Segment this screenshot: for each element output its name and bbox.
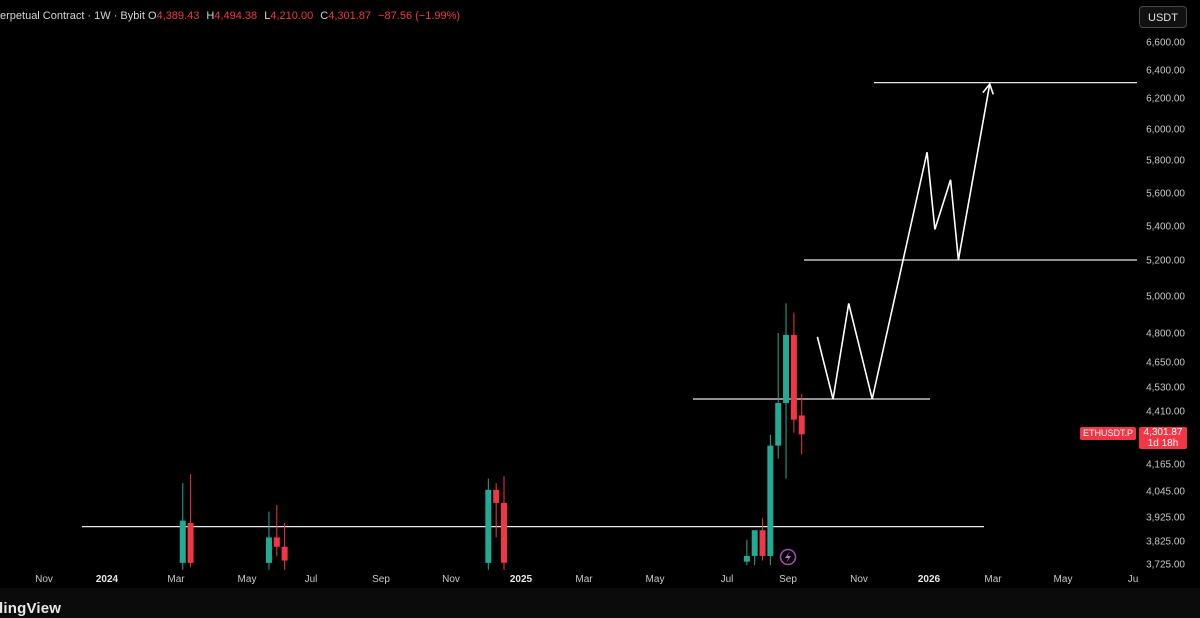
last-price-badge: 4,301.87 1d 18h xyxy=(1139,427,1187,449)
y-axis-label: 5,600.00 xyxy=(1146,189,1185,200)
candle[interactable] xyxy=(751,530,758,566)
open-label: O xyxy=(147,10,157,22)
x-axis-label: Mar xyxy=(167,574,185,585)
candle[interactable] xyxy=(775,333,782,459)
candle[interactable] xyxy=(265,511,272,570)
x-axis-label: Nov xyxy=(442,574,460,585)
y-axis-label: 4,650.00 xyxy=(1146,358,1185,369)
x-axis-label: 2026 xyxy=(918,574,941,585)
y-axis-label: 5,000.00 xyxy=(1146,292,1185,303)
candle[interactable] xyxy=(790,312,797,433)
x-axis-label: Nov xyxy=(35,574,53,585)
low-value: 4,210.00 xyxy=(270,10,314,22)
arrow-head-icon xyxy=(982,82,994,95)
y-axis-label: 4,045.00 xyxy=(1146,487,1185,498)
x-axis-label: Mar xyxy=(984,574,1002,585)
x-axis-label: Jul xyxy=(305,574,318,585)
x-axis-label: Ju xyxy=(1128,574,1139,585)
close-value: 4,301.87 xyxy=(328,10,372,22)
y-axis-label: 4,410.00 xyxy=(1146,407,1185,418)
candle[interactable] xyxy=(485,478,492,570)
lightning-icon[interactable] xyxy=(779,548,797,566)
y-axis-label: 6,600.00 xyxy=(1146,38,1185,49)
open-value: 4,389.43 xyxy=(156,10,200,22)
x-axis-label: Sep xyxy=(372,574,390,585)
y-axis-label: 6,000.00 xyxy=(1146,125,1185,136)
y-axis-label: 6,400.00 xyxy=(1146,66,1185,77)
candle[interactable] xyxy=(500,476,507,570)
candle[interactable] xyxy=(767,434,774,566)
y-axis-label: 3,825.00 xyxy=(1146,537,1185,548)
tradingview-logo[interactable]: dingView xyxy=(0,600,62,617)
x-axis-label: 2024 xyxy=(96,574,119,585)
candle[interactable] xyxy=(187,474,194,568)
ohlc-legend: erpetual Contract · 1W · Bybit O4,389.43… xyxy=(0,10,460,22)
projection-path[interactable] xyxy=(816,83,991,400)
x-axis-label: Sep xyxy=(779,574,797,585)
candle[interactable] xyxy=(743,539,750,566)
x-axis-label: Jul xyxy=(721,574,734,585)
currency-unit-button[interactable]: USDT xyxy=(1139,6,1187,28)
candle[interactable] xyxy=(281,523,288,570)
candle[interactable] xyxy=(783,303,790,479)
bottom-bar xyxy=(0,588,1200,618)
bar-countdown: 1d 18h xyxy=(1147,438,1179,449)
y-axis-label: 4,165.00 xyxy=(1146,460,1185,471)
change-value: −87.56 (−1.99%) xyxy=(378,10,461,22)
symbol-badge: ETHUSDT.P xyxy=(1080,427,1137,440)
close-label: C xyxy=(320,10,329,22)
y-axis-label: 5,200.00 xyxy=(1146,256,1185,267)
candle[interactable] xyxy=(273,505,280,556)
y-axis-label: 3,925.00 xyxy=(1146,513,1185,524)
x-axis-label: May xyxy=(1054,574,1073,585)
y-axis-label: 5,400.00 xyxy=(1146,222,1185,233)
x-axis-label: 2025 xyxy=(510,574,533,585)
last-price: 4,301.87 xyxy=(1143,427,1183,438)
y-axis-label: 3,725.00 xyxy=(1146,560,1185,571)
y-axis-label: 5,800.00 xyxy=(1146,156,1185,167)
candle[interactable] xyxy=(493,483,500,538)
candle[interactable] xyxy=(798,394,805,455)
high-value: 4,494.38 xyxy=(214,10,258,22)
y-axis-label: 4,530.00 xyxy=(1146,383,1185,394)
x-axis-label: May xyxy=(238,574,257,585)
candle[interactable] xyxy=(179,483,186,570)
high-label: H xyxy=(206,10,215,22)
y-axis-label: 6,200.00 xyxy=(1146,94,1185,105)
low-label: L xyxy=(264,10,271,22)
x-axis-label: Mar xyxy=(575,574,593,585)
x-axis-label: Nov xyxy=(850,574,868,585)
x-axis-label: May xyxy=(646,574,665,585)
symbol-title: erpetual Contract · 1W · Bybit xyxy=(0,10,145,22)
candle[interactable] xyxy=(759,518,766,561)
y-axis-label: 4,800.00 xyxy=(1146,329,1185,340)
